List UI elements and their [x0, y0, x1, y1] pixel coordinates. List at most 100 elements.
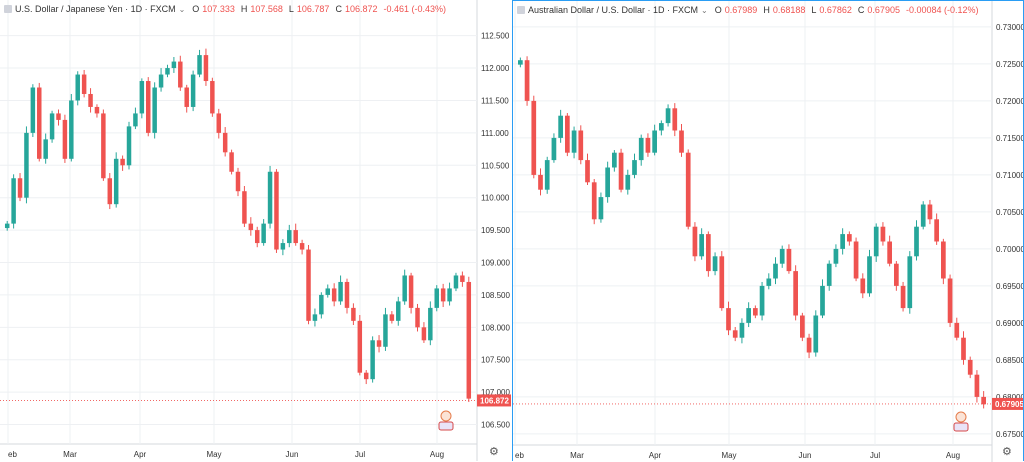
candle-body	[49, 113, 55, 140]
x-tick-label: Jun	[286, 450, 299, 459]
candle-body	[719, 256, 725, 309]
calendar-event-icon	[953, 422, 969, 432]
candle-body	[625, 174, 631, 190]
high-label: H	[763, 5, 770, 15]
audusd-title[interactable]: Australian Dollar / U.S. Dollar · 1D · F…	[528, 5, 699, 15]
candle-body	[338, 281, 343, 302]
candle-body	[732, 330, 738, 338]
candle-body	[146, 81, 151, 133]
candle-body	[69, 100, 74, 159]
last-price-label: 0.67905	[995, 400, 1023, 409]
candle-body	[786, 248, 792, 272]
candle-body	[306, 249, 311, 321]
candle-body	[759, 285, 765, 316]
x-tick-label: Mar	[63, 450, 77, 459]
low-value: 106.787	[296, 4, 330, 14]
candle-body	[699, 234, 704, 257]
x-tick-label: Jul	[355, 450, 365, 459]
candle-body	[190, 74, 196, 107]
candle-body	[357, 320, 363, 373]
candle-body	[558, 115, 563, 138]
candle-body	[222, 132, 228, 153]
y-tick-label: 108.000	[481, 323, 510, 332]
candle-body	[632, 160, 637, 175]
candle-body	[43, 139, 48, 159]
candle-body	[685, 152, 691, 227]
candle-body	[947, 278, 953, 323]
candle-body	[254, 230, 260, 244]
x-tick-label: Aug	[946, 451, 960, 460]
candle-body	[460, 275, 465, 282]
last-price-badge	[992, 397, 1023, 410]
candle-body	[618, 152, 624, 190]
y-tick-label: 0.67500	[996, 430, 1023, 439]
candle-body	[551, 137, 557, 161]
candle-body	[585, 160, 590, 183]
candle-body	[739, 322, 745, 338]
candle-body	[672, 108, 678, 131]
candle-body	[376, 340, 382, 347]
y-tick-label: 0.69500	[996, 282, 1023, 291]
candle-body	[840, 234, 845, 249]
low-value: 0.67862	[819, 5, 852, 15]
open-value: 107.333	[202, 4, 235, 14]
candle-body	[107, 178, 113, 205]
candle-body	[538, 174, 543, 190]
usdjpy-title[interactable]: U.S. Dollar / Japanese Yen · 1D · FXCM	[15, 4, 176, 14]
candle-body	[974, 374, 980, 397]
settings-gear-icon[interactable]: ⚙	[489, 446, 499, 458]
y-tick-label: 112.000	[481, 64, 510, 73]
economic-event-icon	[440, 410, 452, 422]
candle-body	[706, 234, 711, 272]
candle-body	[312, 314, 318, 321]
economic-event-icon	[955, 411, 967, 423]
symbol-square-icon	[4, 5, 12, 13]
y-tick-label: 0.73000	[996, 23, 1023, 32]
candle-body	[598, 197, 604, 220]
chevron-down-icon[interactable]: ⌄	[701, 5, 708, 15]
usdjpy-chart-svg[interactable]: 112.500 112.000 111.500 111.000 110.500 110.0…	[0, 0, 512, 461]
candle-body	[396, 301, 401, 321]
high-label: H	[240, 4, 248, 14]
candle-body	[591, 182, 597, 220]
candle-body	[453, 275, 459, 289]
x-tick-label: Mar	[570, 451, 584, 460]
y-tick-label: 0.71500	[996, 134, 1023, 143]
candle-body	[954, 322, 960, 338]
candle-body	[344, 281, 350, 308]
candle-body	[961, 337, 966, 360]
candle-body	[235, 171, 241, 192]
candle-body	[210, 81, 215, 114]
candle-body	[293, 230, 298, 244]
candle-body	[679, 130, 684, 153]
candle-body	[113, 158, 119, 205]
candle-body	[30, 87, 36, 133]
calendar-event-icon	[438, 421, 454, 431]
candle-body	[746, 308, 751, 323]
candle-body	[94, 106, 100, 114]
candle-body	[773, 263, 778, 279]
candle-body	[126, 126, 132, 166]
candle-body	[197, 55, 202, 75]
candle-body	[287, 230, 292, 244]
usdjpy-chart-pane[interactable]: 112.500 112.000 111.500 111.000 110.500 110.0…	[0, 0, 512, 461]
candle-body	[428, 307, 433, 341]
audusd-chart-svg[interactable]: 0.73000 0.72500 0.72000 0.71500 0.71000 0.705…	[513, 1, 1023, 462]
candle-body	[726, 308, 731, 331]
candle-body	[17, 178, 23, 198]
y-tick-label: 112.500	[481, 32, 510, 41]
candle-body	[139, 81, 145, 114]
open-label: O	[714, 5, 722, 15]
settings-gear-icon[interactable]: ⚙	[1002, 446, 1012, 458]
y-tick-label: 111.500	[481, 96, 509, 105]
chevron-down-icon[interactable]: ⌄	[178, 4, 186, 14]
y-tick-label: 109.000	[481, 259, 510, 268]
candle-body	[659, 123, 664, 131]
audusd-chart-pane[interactable]: 0.73000 0.72500 0.72000 0.71500 0.71000 0.705…	[512, 0, 1024, 462]
y-tick-label: 0.69000	[996, 319, 1023, 328]
candle-body	[800, 315, 805, 338]
symbol-square-icon	[517, 6, 525, 14]
candle-body	[178, 61, 183, 88]
candle-body	[56, 113, 61, 120]
last-price-badge	[477, 394, 511, 407]
